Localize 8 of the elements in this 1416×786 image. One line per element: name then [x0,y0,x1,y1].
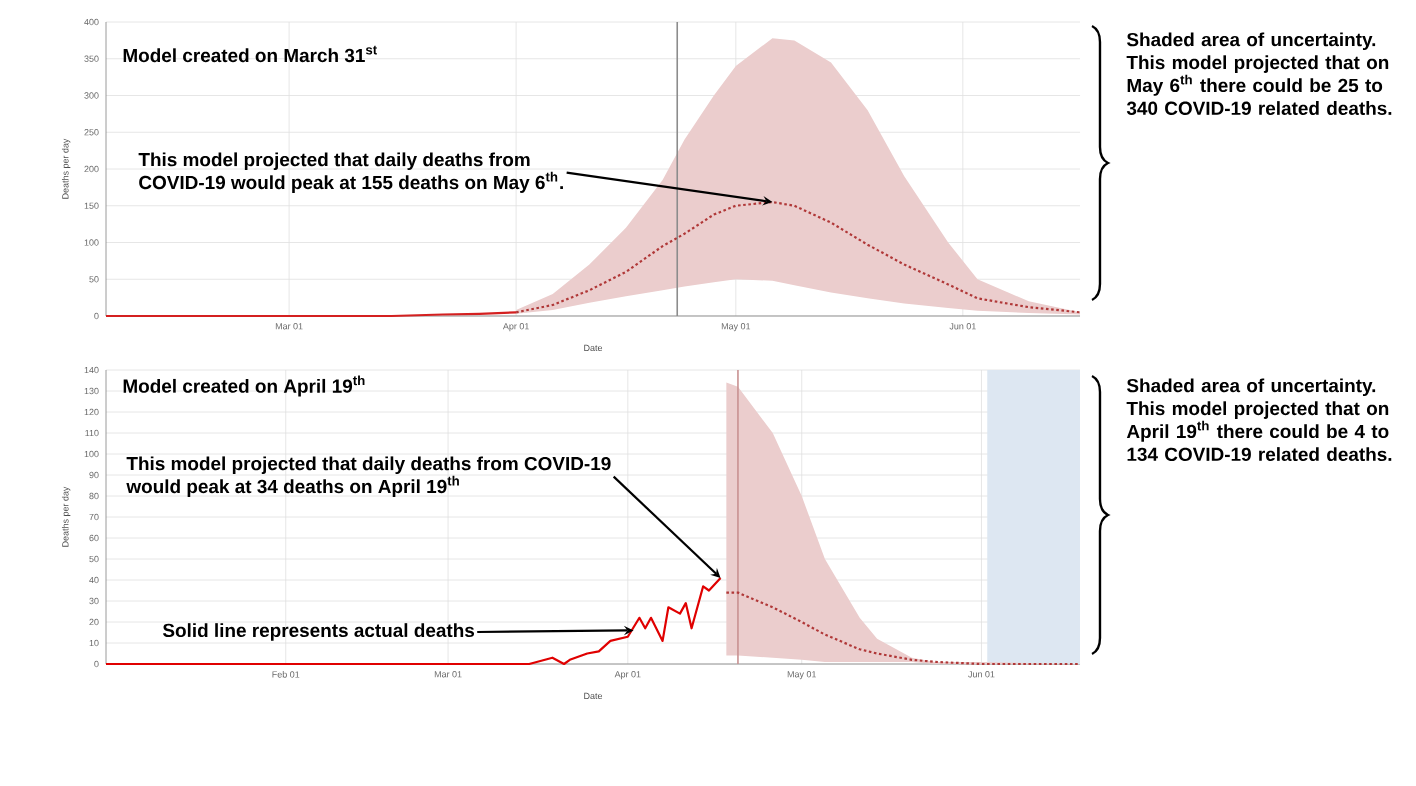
annotation: This model projected that daily deaths from COVID-19 would peak at 34 deaths on April 19$^{th}$ [126,456,611,497]
text: Shaded area of uncertainty. This model projected that on April 19$^{th}$ there could be 4 to 134 COVID-19 related deaths. [1126,378,1392,462]
chart-title: Model created on April 19$^{th}$ [123,375,365,397]
annotation: This model projected that daily deaths from COVID-19 would peak at 155 deaths on May 6$^{th}$. [138,152,563,193]
line-series [725,591,1082,666]
text: Shaded area of uncertainty. This model projected that on May 6$^{th}$ there could be 25 to 340 COVID-19 related deaths. [1126,32,1392,116]
annotation: Solid line represents actual deaths [162,623,475,641]
text: Model created on March 31$^{st}$ [123,45,377,63]
